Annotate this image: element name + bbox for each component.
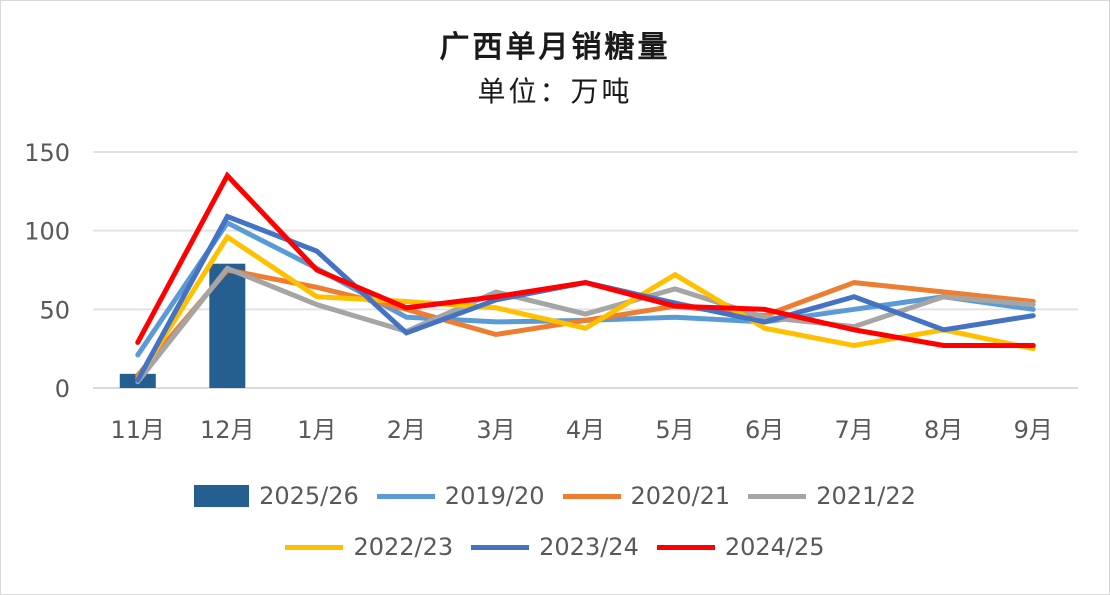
legend-swatch [285, 544, 344, 550]
legend-swatch [748, 493, 807, 499]
line-2024/25 [135, 171, 1036, 349]
legend-item: 2023/24 [471, 533, 639, 561]
x-tick-label: 6月 [745, 416, 784, 444]
legend-row-2: 2022/23 2023/24 2024/25 [0, 533, 1110, 561]
line-2020/21 [135, 267, 1036, 378]
x-tick-label: 9月 [1014, 416, 1053, 444]
legend-label: 2021/22 [816, 482, 916, 510]
x-tick-label: 2月 [387, 416, 426, 444]
x-tick-label: 5月 [655, 416, 694, 444]
legend-swatch [656, 544, 715, 550]
legend-label: 2023/24 [539, 533, 639, 561]
legend-label: 2022/23 [353, 533, 454, 561]
x-tick-label: 1月 [297, 416, 336, 444]
legend-row-1: 2025/26 2019/20 2020/21 2021/22 [0, 482, 1110, 510]
legend-swatch [376, 493, 435, 499]
legend-item: 2022/23 [285, 533, 453, 561]
y-tick-label: 0 [55, 375, 70, 403]
x-tick-label: 7月 [834, 416, 873, 444]
legend-item: 2021/22 [748, 482, 916, 510]
legend-swatch [194, 485, 250, 507]
x-tick-label: 12月 [200, 416, 255, 444]
y-tick-label: 150 [24, 139, 70, 167]
line-2023/24 [135, 213, 1036, 383]
legend-label: 2024/25 [724, 533, 825, 561]
chart-subtitle: 单位：万吨 [477, 75, 633, 108]
legend-label: 2020/21 [630, 482, 731, 510]
y-tick-label: 50 [39, 296, 70, 324]
legend-label: 2025/26 [259, 482, 359, 510]
legend-swatch [562, 493, 621, 499]
chart-title: 广西单月销糖量 [439, 30, 671, 65]
legend-item: 2020/21 [562, 482, 731, 510]
legend-item: 2019/20 [376, 482, 545, 510]
x-tick-label: 8月 [924, 416, 963, 444]
legend-label: 2019/20 [444, 482, 545, 510]
y-tick-label: 100 [24, 218, 70, 246]
legend-item: 2025/26 [194, 482, 359, 510]
x-tick-label: 11月 [110, 416, 165, 444]
x-tick-label: 3月 [476, 416, 515, 444]
line-2022/23 [135, 233, 1036, 382]
line-2021/22 [135, 265, 1036, 385]
x-tick-label: 4月 [566, 416, 605, 444]
legend-item: 2024/25 [656, 533, 825, 561]
legend-swatch [471, 544, 530, 550]
